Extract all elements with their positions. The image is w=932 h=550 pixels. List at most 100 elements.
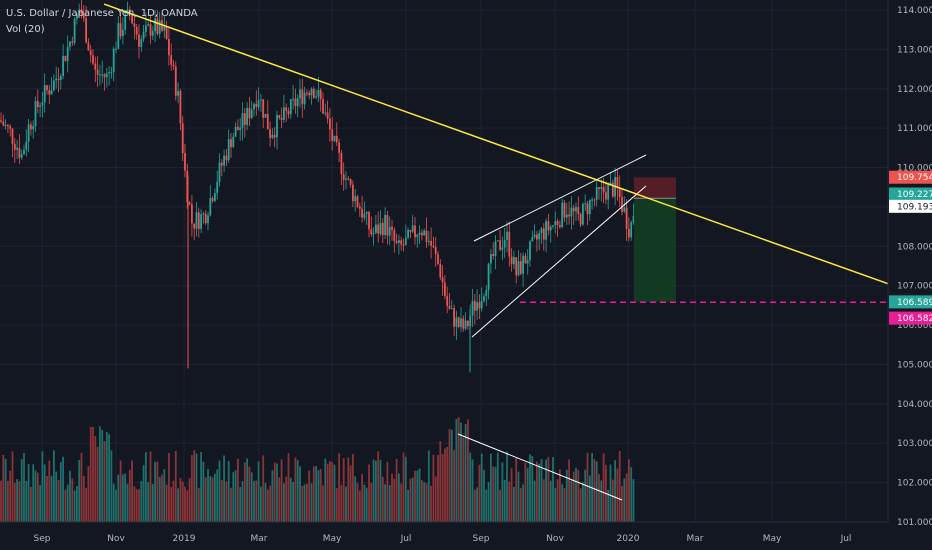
- volume-bar: [368, 464, 370, 522]
- volume-bar: [625, 473, 628, 522]
- volume-bar: [554, 487, 557, 522]
- volume-bar: [490, 453, 492, 522]
- volume-bar: [487, 482, 490, 522]
- candle-body: [582, 204, 584, 225]
- volume-bar: [73, 490, 76, 522]
- volume-bar: [407, 489, 409, 522]
- candle-body: [430, 241, 432, 246]
- volume-bar: [202, 461, 205, 522]
- volume-bar: [441, 454, 444, 522]
- time-axis-bg: [0, 522, 888, 550]
- candle-body: [193, 223, 196, 229]
- candle-body: [591, 199, 593, 201]
- price-tag: [889, 295, 932, 309]
- volume-bar: [335, 488, 338, 522]
- volume-bar: [476, 487, 478, 522]
- volume-trend-line[interactable]: [457, 433, 623, 501]
- volume-bar: [315, 466, 317, 522]
- candle-body: [595, 187, 598, 200]
- stop-loss-zone[interactable]: [634, 177, 676, 199]
- price-tag-label: 106.582: [897, 314, 932, 324]
- candle-body: [444, 282, 446, 296]
- volume-bar: [529, 454, 531, 522]
- channel-lower-line[interactable]: [471, 185, 647, 338]
- time-tick-label: Sep: [473, 534, 490, 544]
- volume-bar: [586, 452, 589, 522]
- candle-body: [609, 182, 612, 185]
- take-profit-zone[interactable]: [634, 198, 676, 302]
- candle-body: [605, 192, 607, 200]
- volume-bar: [149, 451, 152, 522]
- candle-body: [542, 228, 545, 240]
- volume-bar: [457, 417, 460, 522]
- candle-body: [575, 207, 577, 212]
- volume-bar: [614, 460, 616, 522]
- volume-bar: [398, 473, 400, 522]
- volume-bar: [501, 462, 504, 522]
- time-tick-label: 2020: [617, 534, 640, 544]
- candle-body: [361, 208, 363, 218]
- candle-body: [301, 89, 304, 105]
- volume-bar: [237, 458, 239, 522]
- time-tick-label: May: [763, 534, 782, 544]
- candle-body: [36, 101, 39, 107]
- volume-bar: [559, 469, 561, 522]
- volume-indicator-label[interactable]: Vol (20): [6, 24, 45, 35]
- candle-body: [356, 196, 359, 207]
- candle-body: [207, 215, 209, 224]
- volume-bar: [460, 422, 462, 522]
- candle-body: [513, 257, 515, 265]
- volume-bar: [34, 470, 37, 522]
- candle-body: [480, 300, 483, 309]
- symbol-title[interactable]: U.S. Dollar / Japanese Yen, 1D, OANDA: [6, 8, 198, 19]
- volume-bar: [197, 487, 200, 522]
- candle-body: [99, 74, 101, 76]
- volume-bar: [434, 476, 437, 522]
- candle-body: [11, 128, 14, 145]
- volume-bar: [195, 453, 198, 522]
- time-tick-label: May: [323, 534, 342, 544]
- candle-body: [517, 261, 520, 276]
- candle-body: [257, 100, 260, 108]
- candle-body: [538, 233, 541, 240]
- time-axis[interactable]: Sep Nov 2019 Mar May Jul Sep Nov 2020 Mar May Jul: [0, 521, 888, 550]
- volume-bar: [278, 477, 281, 522]
- drawings: [103, 3, 889, 501]
- volume-bar: [43, 464, 46, 522]
- volume-bar: [432, 454, 435, 522]
- volume-bar: [204, 477, 207, 522]
- volume-bar: [39, 485, 41, 522]
- candle-body: [66, 46, 69, 61]
- candle-body: [554, 221, 557, 226]
- volume-bar: [469, 452, 472, 522]
- candle-body: [381, 222, 384, 235]
- volume-bar: [540, 459, 543, 522]
- candle-body: [170, 55, 173, 65]
- price-axis[interactable]: 114.000 113.000 112.000 111.000 110.000 108.0…: [887, 0, 932, 550]
- volume-bar: [411, 477, 414, 522]
- channel-upper-line[interactable]: [473, 154, 647, 242]
- candle-body: [377, 224, 380, 234]
- candle-body: [46, 85, 48, 91]
- volume-bar: [471, 459, 474, 522]
- volume-bar: [513, 487, 515, 522]
- volume-bar: [262, 455, 265, 522]
- volume-bar: [480, 453, 483, 522]
- volume-bar: [485, 489, 488, 522]
- candle-body: [379, 222, 382, 234]
- candle-body: [457, 317, 460, 327]
- volume-bar: [347, 457, 350, 522]
- candle-body: [375, 224, 377, 233]
- volume-bar: [292, 482, 294, 522]
- downtrend-line[interactable]: [103, 3, 889, 285]
- candle-body: [476, 302, 478, 311]
- volume-bar: [377, 451, 380, 522]
- candle-body: [563, 202, 566, 218]
- candle-body: [179, 90, 182, 124]
- candle-body: [425, 230, 428, 242]
- volume-bar: [363, 484, 366, 522]
- candle-body: [23, 149, 25, 155]
- candle-body: [540, 228, 543, 234]
- volume-bar: [375, 460, 377, 522]
